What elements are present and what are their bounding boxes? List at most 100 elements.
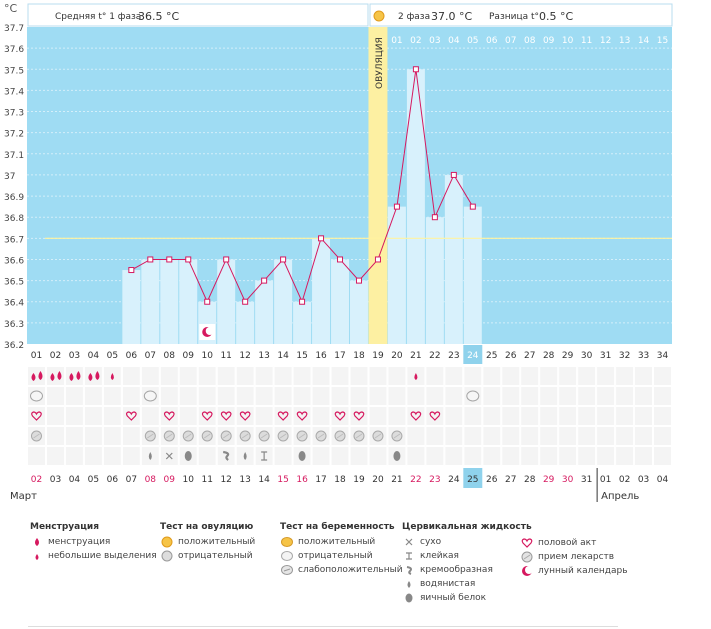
phase1-value: 36.5 °C: [138, 10, 179, 23]
sticky-icon: [261, 451, 268, 461]
calendar-date-label: 23: [429, 475, 440, 485]
tracker-cell: [425, 386, 445, 406]
tracker-cell: [482, 366, 502, 386]
tracker-cell: [463, 366, 483, 386]
y-tick-label: 37.1: [4, 151, 24, 161]
difference-label: Разница t°: [489, 12, 539, 22]
ovulation-negative-icon: [29, 390, 43, 402]
tracker-cell: [501, 366, 521, 386]
menstruation-drop-icon: [50, 373, 55, 381]
heart-icon: [296, 411, 308, 421]
tracker-cell: [615, 366, 635, 386]
phase2-day-label: 10: [562, 36, 574, 46]
tracker-cell: [102, 406, 122, 426]
small-drop-icon: [110, 373, 114, 380]
legend-item: кремообразная: [420, 565, 493, 575]
phase2-day-label: 01: [391, 36, 402, 46]
tracker-cell: [406, 386, 426, 406]
cycle-day-label: 09: [183, 351, 195, 361]
cycle-day-label: 06: [126, 351, 138, 361]
temperature-point: [242, 298, 249, 305]
y-tick-label: 37.4: [4, 87, 24, 97]
tracker-cell: [520, 446, 540, 466]
tracker-cell: [653, 426, 673, 446]
eggwhite-icon: [393, 451, 401, 461]
heart-icon: [220, 411, 232, 421]
calendar-date-label: 02: [31, 475, 42, 485]
heart-icon: [520, 537, 534, 549]
legend-item: менструация: [48, 537, 111, 547]
cycle-day-label: 19: [372, 351, 384, 361]
tracker-cell: [577, 426, 597, 446]
tracker-cell: [45, 406, 65, 426]
temperature-point: [223, 256, 230, 263]
heart-icon: [31, 411, 42, 421]
tracker-cell: [387, 406, 407, 426]
small-drop-icon: [30, 551, 44, 561]
menstruation-drop-icon: [69, 373, 74, 381]
pill-icon-line: [279, 433, 287, 439]
cycle-day-label: 24: [467, 351, 479, 361]
cycle-day-label: 13: [258, 351, 269, 361]
legend-menstruation-title: Менструация: [30, 522, 99, 532]
cycle-day-label: 14: [277, 351, 289, 361]
tracker-cell: [349, 446, 369, 466]
tracker-cell: [349, 406, 369, 426]
pill-icon-line: [222, 433, 230, 439]
temperature-bar: [312, 238, 331, 344]
heart-icon: [277, 411, 289, 421]
temperature-bar: [274, 259, 293, 344]
cycle-day-label: 28: [543, 351, 555, 361]
pregnancy-negative-icon: [280, 550, 294, 562]
tracker-cell: [520, 426, 540, 446]
pregnancy-weak-icon: [280, 564, 294, 576]
legend-pregnancy-test: Тест на беременность положительный отриц…: [280, 522, 403, 577]
tracker-cell: [197, 366, 217, 386]
tracker-cell: [216, 386, 236, 406]
temperature-point: [450, 171, 457, 178]
tracker-cell: [102, 426, 122, 446]
cycle-day-label: 23: [448, 351, 459, 361]
tracker-cell: [121, 426, 141, 446]
temperature-point: [280, 256, 287, 263]
temperature-point: [128, 267, 135, 274]
calendar-date-label: 15: [277, 475, 288, 485]
today-highlight: [463, 345, 483, 364]
pill-icon-line: [355, 433, 363, 439]
temperature-point: [185, 256, 192, 263]
tracker-cell: [121, 366, 141, 386]
phase2-day-label: 04: [448, 36, 460, 46]
temperature-point: [318, 235, 325, 242]
tracker-cell: [577, 386, 597, 406]
legend-item: прием лекарств: [538, 552, 615, 562]
pregnancy-positive-icon: [280, 536, 294, 548]
calendar-date-label: 03: [50, 475, 61, 485]
y-tick-label: 36.7: [4, 235, 24, 245]
y-tick-label: 36.9: [4, 193, 24, 203]
tracker-cell: [159, 406, 179, 426]
chart-header: Средняя t° 1 фаза 36.5 °C 2 фаза 37.0 °C…: [27, 3, 673, 27]
tracker-cell: [482, 386, 502, 406]
phase1-label: Средняя t° 1 фаза: [55, 12, 141, 22]
legend-item: водянистая: [420, 579, 476, 589]
tracker-cell: [273, 406, 293, 426]
heart-icon: [125, 411, 137, 421]
temperature-bar: [236, 301, 255, 344]
temperature-bar: [122, 270, 141, 344]
tracker-cell: [406, 406, 426, 426]
calendar-date-label: 21: [391, 475, 402, 485]
legend-item: сухо: [420, 537, 442, 547]
tracker-cell: [387, 386, 407, 406]
y-tick-label: 37.7: [4, 24, 24, 34]
tracker-cell: [615, 426, 635, 446]
tracker-cell: [653, 406, 673, 426]
tracker-cell: [520, 386, 540, 406]
cycle-day-label: 22: [429, 351, 440, 361]
tracker-cell: [273, 446, 293, 466]
temperature-point: [261, 277, 268, 284]
tracker-cell: [653, 446, 673, 466]
cycle-day-label: 02: [50, 351, 61, 361]
tracker-cell: [653, 366, 673, 386]
tracker-cell: [83, 366, 103, 386]
